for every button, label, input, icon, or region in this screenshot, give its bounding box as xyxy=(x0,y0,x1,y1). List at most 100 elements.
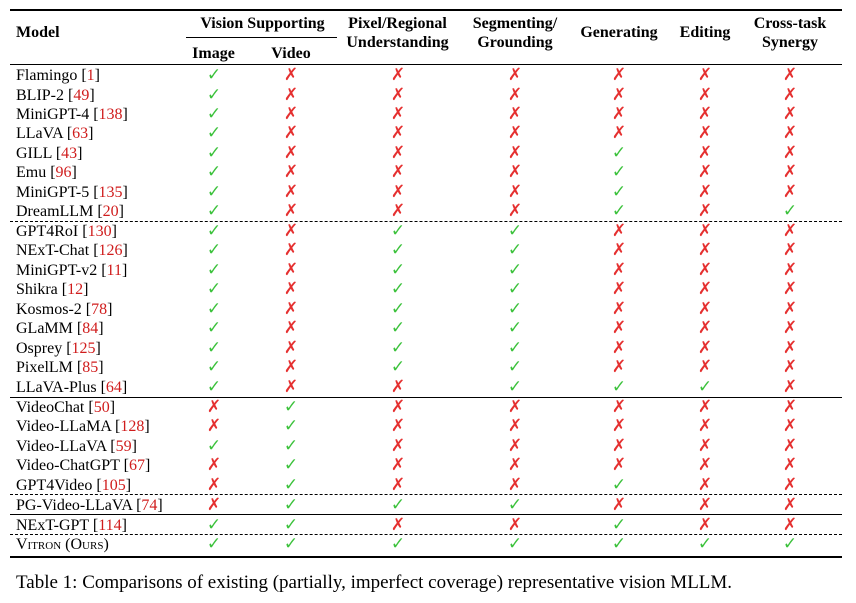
citation-number[interactable]: 138 xyxy=(98,106,123,123)
check-icon-image: ✓ xyxy=(206,436,222,456)
citation-number[interactable]: 11 xyxy=(106,262,122,279)
table-row: Osprey [125] ✓ ✗ ✓ ✓ ✗ ✗ ✗ xyxy=(0,338,856,359)
cross-icon-generating: ✗ xyxy=(611,279,627,299)
check-icon-generating: ✓ xyxy=(611,475,627,495)
model-name: MiniGPT-4 [138] xyxy=(16,106,128,123)
model-name: Shikra [12] xyxy=(16,281,89,298)
cross-icon-video: ✗ xyxy=(283,318,299,338)
header-cross-line1: Cross-task xyxy=(753,15,827,32)
citation-number[interactable]: 78 xyxy=(91,301,108,318)
header-image: Image xyxy=(192,45,235,62)
header-editing: Editing xyxy=(679,24,731,41)
cross-icon-pixel-regional: ✗ xyxy=(390,455,406,475)
cross-icon-cross-task: ✗ xyxy=(782,65,798,85)
cross-icon-image: ✗ xyxy=(206,495,222,515)
check-icon-pixel-regional: ✓ xyxy=(390,318,406,338)
model-name: Osprey [125] xyxy=(16,340,101,357)
model-name: GILL [43] xyxy=(16,145,83,162)
cross-icon-pixel-regional: ✗ xyxy=(390,436,406,456)
check-icon-segmenting-grounding: ✓ xyxy=(507,534,523,554)
table-row: VideoChat [50] ✗ ✓ ✗ ✗ ✗ ✗ ✗ xyxy=(0,397,856,418)
citation-number[interactable]: 1 xyxy=(86,67,95,84)
separator-solid-1 xyxy=(10,397,842,398)
citation-number[interactable]: 43 xyxy=(61,145,78,162)
model-name-text: LLaVA-Plus xyxy=(16,379,101,396)
cross-icon-segmenting-grounding: ✗ xyxy=(507,65,523,85)
cross-icon-pixel-regional: ✗ xyxy=(390,377,406,397)
citation-number[interactable]: 12 xyxy=(67,281,84,298)
check-icon-segmenting-grounding: ✓ xyxy=(507,338,523,358)
check-icon-image: ✓ xyxy=(206,260,222,280)
citation-number[interactable]: 105 xyxy=(101,477,126,494)
check-icon-pixel-regional: ✓ xyxy=(390,240,406,260)
model-name: VideoChat [50] xyxy=(16,399,116,416)
citation-number[interactable]: 128 xyxy=(120,418,145,435)
citation-number[interactable]: 20 xyxy=(102,203,119,220)
check-icon-segmenting-grounding: ✓ xyxy=(507,318,523,338)
check-icon-pixel-regional: ✓ xyxy=(390,279,406,299)
check-icon-image: ✓ xyxy=(206,318,222,338)
citation-number[interactable]: 125 xyxy=(71,340,96,357)
separator-dashed-3 xyxy=(10,534,842,535)
citation-number[interactable]: 84 xyxy=(82,320,99,337)
citation-number[interactable]: 114 xyxy=(98,517,122,534)
model-name-text: GLaMM xyxy=(16,320,77,337)
cross-icon-pixel-regional: ✗ xyxy=(390,104,406,124)
citation-number[interactable]: 64 xyxy=(105,379,122,396)
table-row: MiniGPT-4 [138] ✓ ✗ ✗ ✗ ✗ ✗ ✗ xyxy=(0,104,856,125)
check-icon-generating: ✓ xyxy=(611,534,627,554)
cross-icon-editing: ✗ xyxy=(697,495,713,515)
citation-number[interactable]: 135 xyxy=(98,184,123,201)
check-icon-image: ✓ xyxy=(206,357,222,377)
cross-icon-segmenting-grounding: ✗ xyxy=(507,143,523,163)
cross-icon-video: ✗ xyxy=(283,299,299,319)
cross-icon-cross-task: ✗ xyxy=(782,338,798,358)
model-name: PixelLM [85] xyxy=(16,359,104,376)
check-icon-image: ✓ xyxy=(206,201,222,221)
model-name-text: PG-Video-LLaVA xyxy=(16,497,137,514)
table-top-rule xyxy=(10,9,842,11)
cross-icon-video: ✗ xyxy=(283,104,299,124)
citation-number[interactable]: 126 xyxy=(98,242,123,259)
citation-number[interactable]: 67 xyxy=(128,457,145,474)
cross-icon-generating: ✗ xyxy=(611,123,627,143)
citation-number[interactable]: 74 xyxy=(141,497,158,514)
model-name: Video-LLaMA [128] xyxy=(16,418,150,435)
cross-icon-pixel-regional: ✗ xyxy=(390,201,406,221)
cross-icon-cross-task: ✗ xyxy=(782,221,798,241)
table-row: LLaVA-Plus [64] ✓ ✗ ✗ ✓ ✓ ✓ ✗ xyxy=(0,377,856,398)
check-icon-image: ✓ xyxy=(206,515,222,535)
table-row: Emu [96] ✓ ✗ ✗ ✗ ✓ ✗ ✗ xyxy=(0,162,856,183)
cross-icon-video: ✗ xyxy=(283,123,299,143)
model-name-text: Video-ChatGPT xyxy=(16,457,124,474)
citation-number[interactable]: 96 xyxy=(55,164,72,181)
check-icon-segmenting-grounding: ✓ xyxy=(507,299,523,319)
cross-icon-video: ✗ xyxy=(283,377,299,397)
cross-icon-image: ✗ xyxy=(206,455,222,475)
table-row: Vitron (Ours) ✓ ✓ ✓ ✓ ✓ ✓ ✓ xyxy=(0,534,856,555)
model-name: BLIP-2 [49] xyxy=(16,87,95,104)
cross-icon-editing: ✗ xyxy=(697,318,713,338)
cross-icon-video: ✗ xyxy=(283,65,299,85)
check-icon-image: ✓ xyxy=(206,143,222,163)
cross-icon-video: ✗ xyxy=(283,338,299,358)
cross-icon-segmenting-grounding: ✗ xyxy=(507,85,523,105)
citation-number[interactable]: 63 xyxy=(72,125,89,142)
citation-number[interactable]: 49 xyxy=(73,87,90,104)
check-icon-editing: ✓ xyxy=(697,534,713,554)
cross-icon-editing: ✗ xyxy=(697,123,713,143)
header-bottom-rule xyxy=(10,64,842,65)
citation-number[interactable]: 59 xyxy=(115,438,132,455)
cross-icon-segmenting-grounding: ✗ xyxy=(507,104,523,124)
cross-icon-generating: ✗ xyxy=(611,436,627,456)
cross-icon-editing: ✗ xyxy=(697,357,713,377)
citation-number[interactable]: 85 xyxy=(82,359,99,376)
table-row: Video-LLaVA [59] ✓ ✓ ✗ ✗ ✗ ✗ ✗ xyxy=(0,436,856,457)
model-name: Emu [96] xyxy=(16,164,77,181)
citation-number[interactable]: 50 xyxy=(93,399,110,416)
citation-number[interactable]: 130 xyxy=(87,223,112,240)
check-icon-pixel-regional: ✓ xyxy=(390,260,406,280)
check-icon-generating: ✓ xyxy=(611,162,627,182)
model-name-text: Video-LLaVA xyxy=(16,438,111,455)
